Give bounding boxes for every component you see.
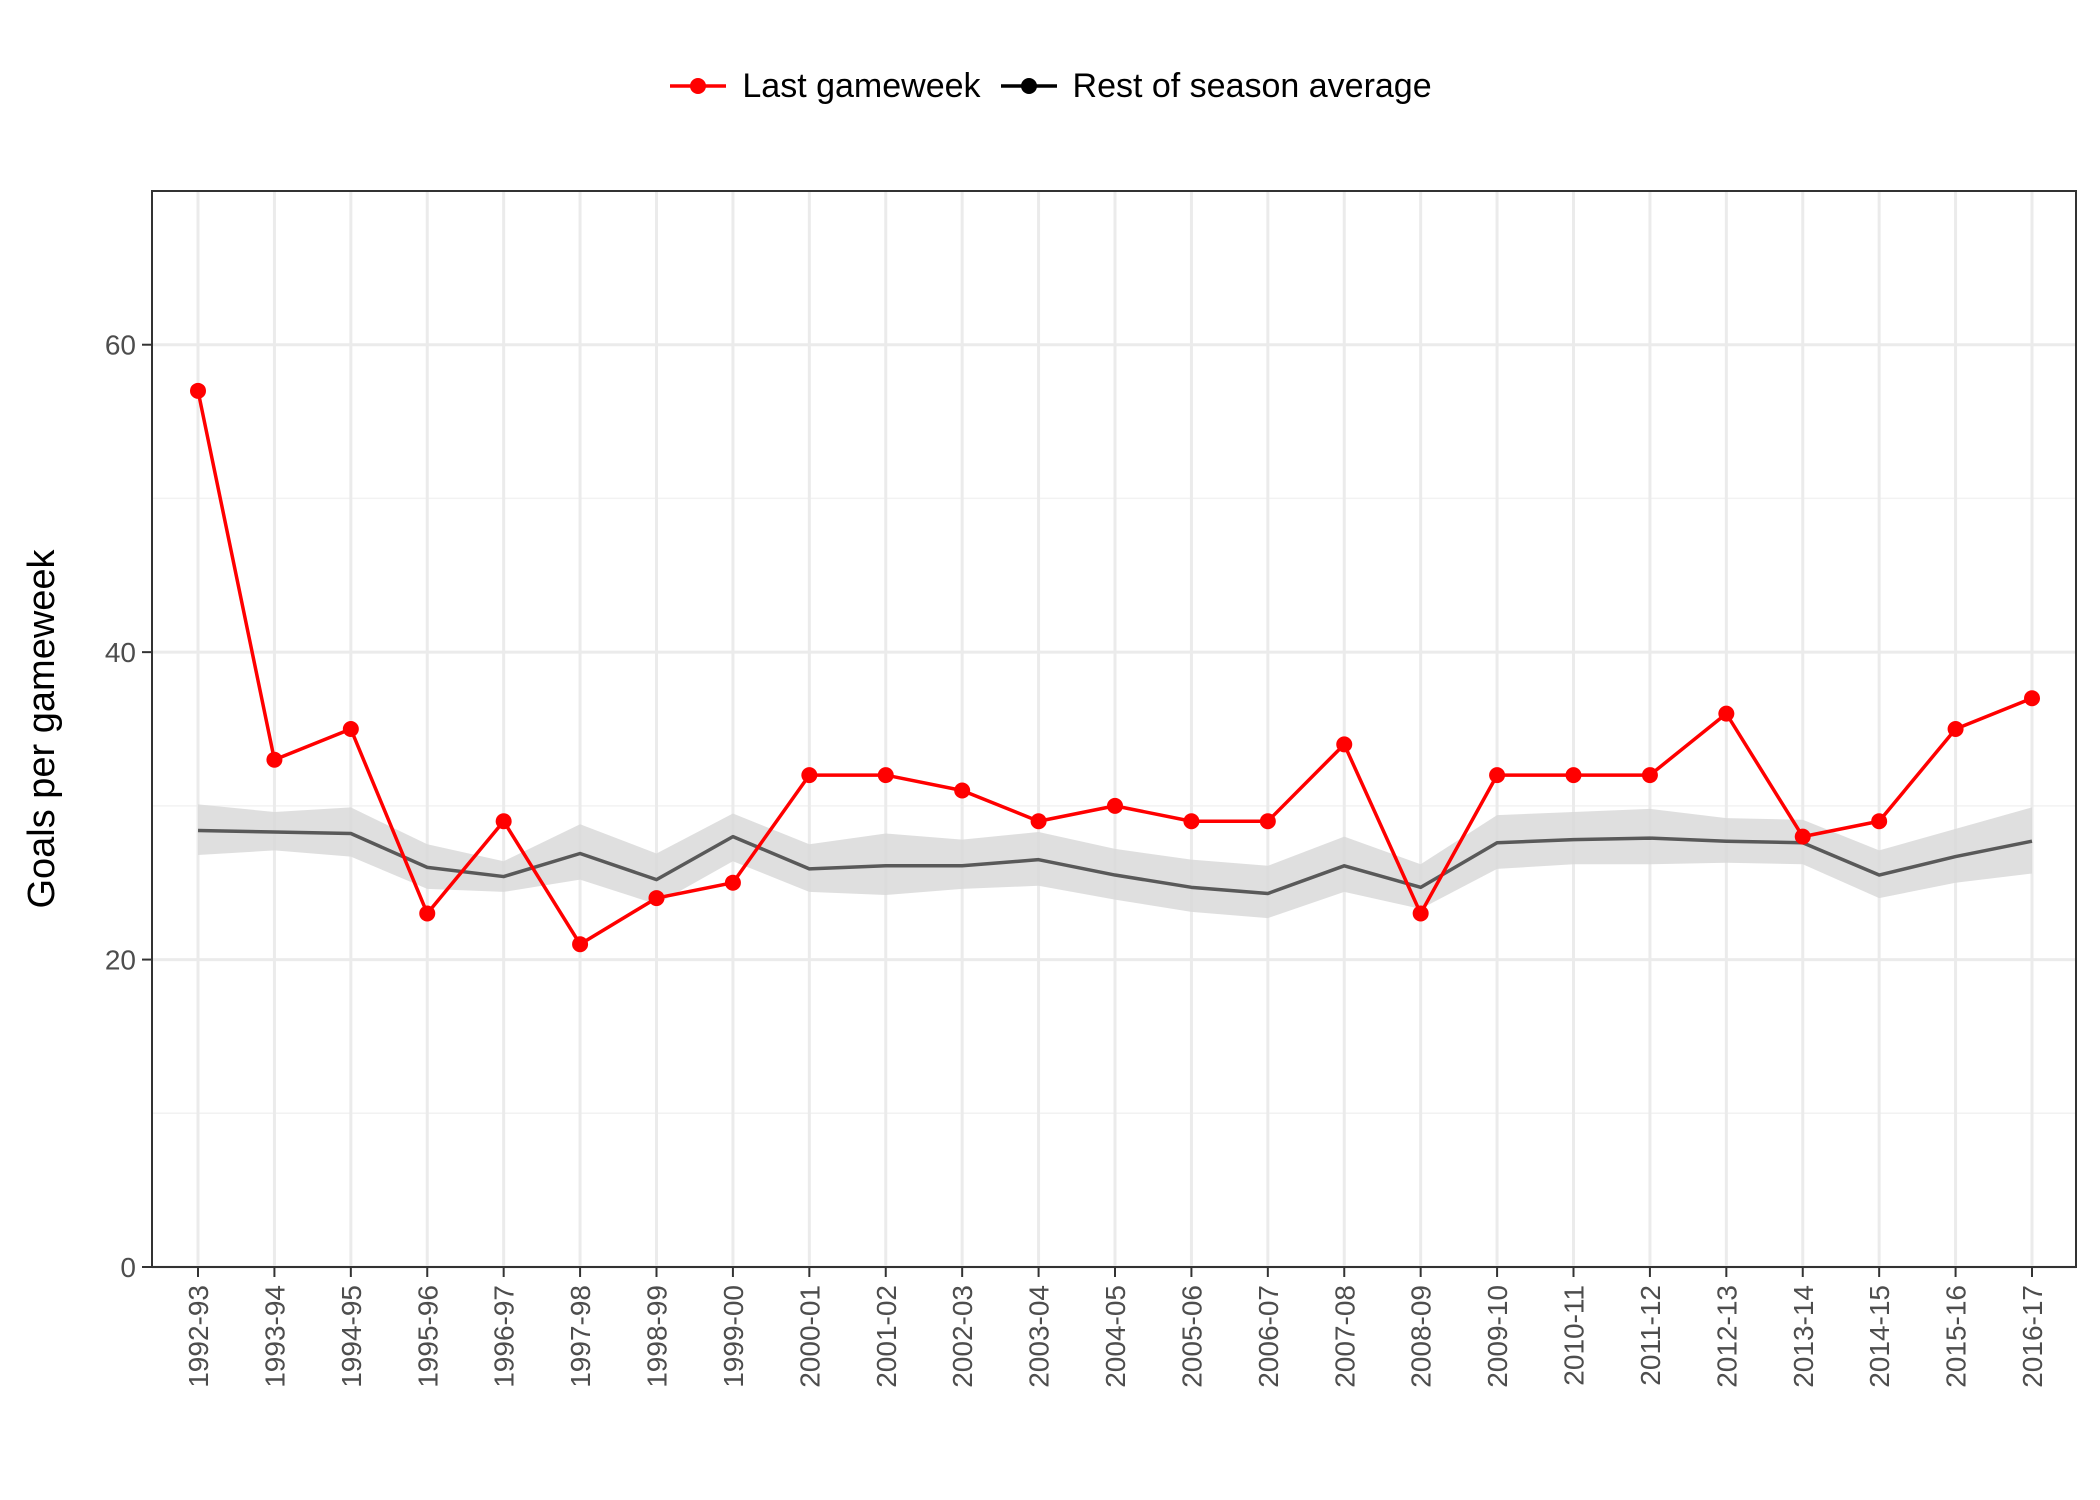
data-point — [495, 813, 512, 830]
data-point — [1336, 736, 1353, 753]
data-point — [1565, 767, 1582, 784]
data-point — [1947, 721, 1964, 737]
data-point — [1412, 905, 1429, 922]
data-point — [572, 936, 589, 953]
x-tick-label: 1998-99 — [642, 1285, 673, 1388]
x-tick-label: 2000-01 — [794, 1285, 825, 1388]
x-tick-label: 1995-96 — [412, 1285, 443, 1388]
data-point — [266, 751, 283, 768]
x-tick-label: 2004-05 — [1100, 1285, 1131, 1388]
data-point — [419, 905, 436, 922]
data-point — [1871, 813, 1888, 830]
legend-key-rest-of-season — [1000, 78, 1057, 94]
x-tick-label: 2003-04 — [1024, 1285, 1055, 1388]
data-point — [1030, 813, 1047, 830]
series-line-1 — [197, 828, 2033, 896]
x-tick-label: 1993-94 — [259, 1285, 290, 1388]
y-tick-label: 60 — [105, 330, 136, 361]
legend-label-rest-of-season: Rest of season average — [1072, 66, 1432, 105]
x-tick-label: 2002-03 — [947, 1285, 978, 1388]
x-tick-label: 1996-97 — [489, 1285, 520, 1388]
x-tick-label: 2015-16 — [1941, 1285, 1972, 1388]
x-tick-label: 1997-98 — [565, 1285, 596, 1388]
x-tick-label: 1999-00 — [718, 1285, 749, 1388]
legend-item-rest-of-season: Rest of season average — [999, 66, 1432, 106]
x-tick-label: 1994-95 — [336, 1285, 367, 1388]
data-point — [1641, 767, 1658, 784]
data-point — [1718, 705, 1735, 722]
x-tick-label: 2010-11 — [1559, 1285, 1590, 1386]
confidence-band-layer — [198, 804, 2032, 919]
data-point — [648, 890, 665, 907]
legend-item-last-gameweek: Last gameweek — [668, 66, 981, 106]
x-tick-label: 2001-02 — [871, 1285, 902, 1388]
legend-label-last-gameweek: Last gameweek — [742, 66, 981, 105]
data-point — [724, 874, 741, 891]
data-point — [954, 782, 971, 799]
confidence-band-1 — [198, 804, 2032, 919]
data-point — [801, 767, 818, 784]
data-point — [2024, 690, 2040, 707]
legend-key-last-gameweek — [670, 78, 727, 94]
x-tick-label: 2006-07 — [1253, 1285, 1284, 1388]
x-tick-label: 2007-08 — [1329, 1285, 1360, 1388]
x-tick-label: 2011-12 — [1635, 1285, 1666, 1386]
x-tick-label: 2005-06 — [1176, 1285, 1207, 1388]
x-tick-label: 1992-93 — [183, 1285, 214, 1388]
y-tick-label: 0 — [120, 1252, 136, 1283]
legend: Last gameweek Rest of season average — [0, 58, 2100, 114]
data-point — [1259, 813, 1276, 830]
grid — [152, 191, 2076, 1269]
data-point — [1794, 828, 1811, 845]
y-axis-title: Goals per gameweek — [21, 548, 63, 908]
x-tick-label: 2014-15 — [1864, 1285, 1895, 1388]
data-point — [877, 767, 894, 784]
data-point — [1183, 813, 1200, 830]
data-point — [342, 721, 359, 737]
data-point — [190, 382, 206, 399]
axes: 0 20 40 60 1992-93 1993-94 1994-95 1995-96 1996-… — [105, 191, 2076, 1388]
data-point — [1489, 767, 1506, 784]
x-tick-label: 2016-17 — [2017, 1285, 2048, 1388]
x-tick-label: 2009-10 — [1482, 1285, 1513, 1388]
x-tick-label: 2012-13 — [1711, 1285, 1742, 1388]
series-layer — [190, 382, 2040, 953]
x-tick-label: 2008-09 — [1406, 1285, 1437, 1388]
x-tick-label: 2013-14 — [1788, 1285, 1819, 1388]
data-point — [1107, 797, 1123, 814]
y-tick-label: 40 — [105, 637, 136, 668]
y-tick-label: 20 — [105, 945, 136, 976]
